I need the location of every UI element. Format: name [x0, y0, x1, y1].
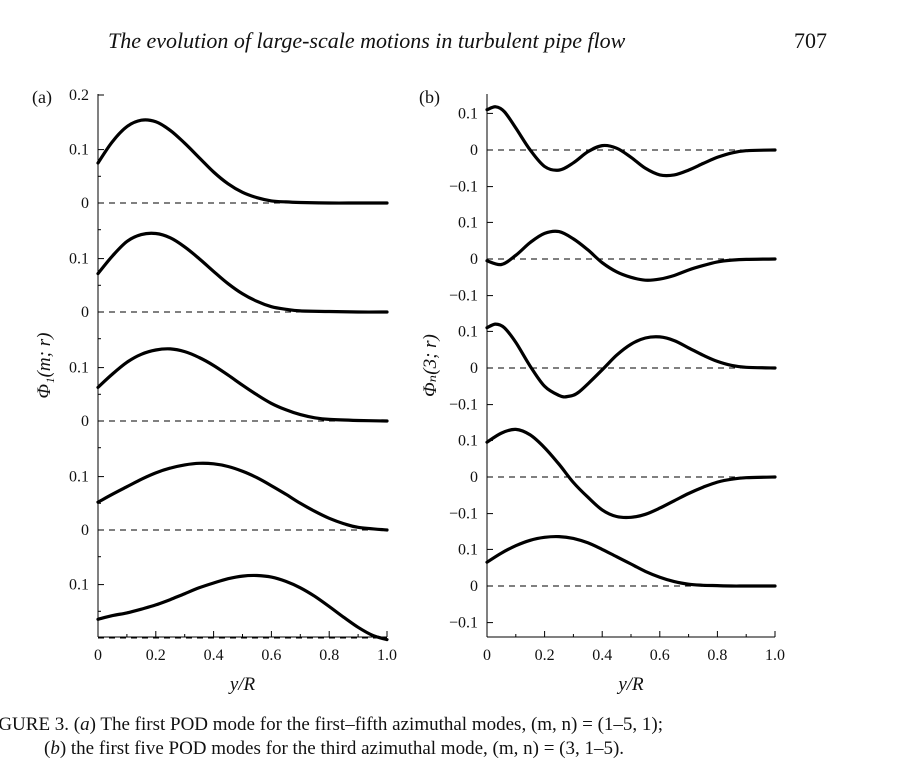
y-axis-label: Φ₁(m; r)	[34, 333, 55, 399]
x-tick-label: 0.8	[707, 647, 727, 664]
caption-panel-a-ref: a	[80, 714, 90, 735]
y-tick-label: −0.1	[449, 615, 478, 632]
y-tick-label: 0.1	[458, 214, 478, 231]
x-tick-label: 0.8	[319, 647, 339, 664]
x-tick-label: 0.2	[146, 647, 166, 664]
y-tick-label: 0.1	[69, 142, 89, 159]
y-tick-label: 0.1	[458, 541, 478, 558]
y-tick-label: 0	[470, 142, 478, 159]
y-tick-label: 0.2	[69, 87, 89, 104]
x-tick-label: 0.4	[592, 647, 612, 664]
series-line	[96, 347, 389, 423]
y-tick-label: 0	[470, 578, 478, 595]
series-line	[485, 427, 777, 520]
y-tick-label: 0.1	[69, 469, 89, 486]
running-head: The evolution of large-scale motions in …	[0, 28, 909, 60]
series-line	[485, 105, 777, 178]
caption-paren: (	[44, 738, 51, 759]
series-line	[96, 573, 389, 642]
y-axis-label: Φₙ(3; r)	[420, 334, 441, 397]
x-tick-label: 0.6	[261, 647, 281, 664]
y-tick-label: 0.1	[458, 432, 478, 449]
panel-b: 0 0.2 0.4 0.6 0.8 1.0 (b) y/R Φₙ(3; r) 0.1 0 −0.1 0.…	[419, 87, 785, 695]
x-tick-label: 1.0	[377, 647, 397, 664]
y-tick-label: 0.1	[458, 105, 478, 122]
y-tick-label: 0	[81, 304, 89, 321]
series-line	[96, 231, 389, 314]
y-tick-label: 0	[81, 413, 89, 430]
caption-panel-a-text: ) The first POD mode for the first–fifth…	[89, 714, 664, 735]
running-head-title: The evolution of large-scale motions in …	[108, 28, 626, 53]
x-tick-label: 1.0	[765, 647, 785, 664]
y-tick-label: 0.1	[458, 323, 478, 340]
panel-label: (a)	[32, 87, 52, 108]
y-tick-label: 0	[470, 360, 478, 377]
x-tick-label: 0.4	[204, 647, 224, 664]
caption-figure-label: IGURE 3. (	[0, 714, 81, 735]
y-tick-label: 0.1	[69, 251, 89, 268]
caption-panel-b-ref: b	[50, 738, 60, 759]
y-tick-label: 0.1	[69, 360, 89, 377]
x-axis-label: y/R	[228, 674, 256, 695]
caption-line-1: IGURE 3. (a) The first POD mode for the …	[0, 712, 663, 738]
x-tick-label: 0.6	[650, 647, 670, 664]
series-line	[485, 534, 777, 588]
x-axis-label: y/R	[616, 674, 644, 695]
series-line	[485, 229, 777, 282]
panel-label: (b)	[419, 87, 440, 108]
page-number: 707	[794, 28, 827, 53]
y-tick-label: −0.1	[449, 179, 478, 196]
y-tick-label: 0	[470, 469, 478, 486]
caption-line-2: (b) the first five POD modes for the thi…	[44, 736, 624, 762]
figure-3: 0 0.2 0.4 0.6 0.8 1.0 (a) y/R Φ₁(m; r) 0.2 0.1 0 0.1…	[32, 87, 785, 695]
x-tick-label: 0	[94, 647, 102, 664]
y-tick-label: 0	[470, 251, 478, 268]
series-line	[96, 461, 389, 532]
y-tick-label: 0.1	[69, 577, 89, 594]
panel-a: 0 0.2 0.4 0.6 0.8 1.0 (a) y/R Φ₁(m; r) 0.2 0.1 0 0.1…	[32, 87, 397, 695]
y-tick-label: 0	[81, 522, 89, 539]
caption-panel-b-text: ) the first five POD modes for the third…	[59, 738, 625, 759]
x-tick-label: 0	[483, 647, 491, 664]
series-line	[96, 118, 389, 205]
y-tick-label: −0.1	[449, 506, 478, 523]
x-tick-label: 0.2	[535, 647, 555, 664]
series-line	[485, 322, 777, 399]
y-tick-label: −0.1	[449, 288, 478, 305]
y-tick-label: −0.1	[449, 397, 478, 414]
y-tick-label: 0	[81, 195, 89, 212]
